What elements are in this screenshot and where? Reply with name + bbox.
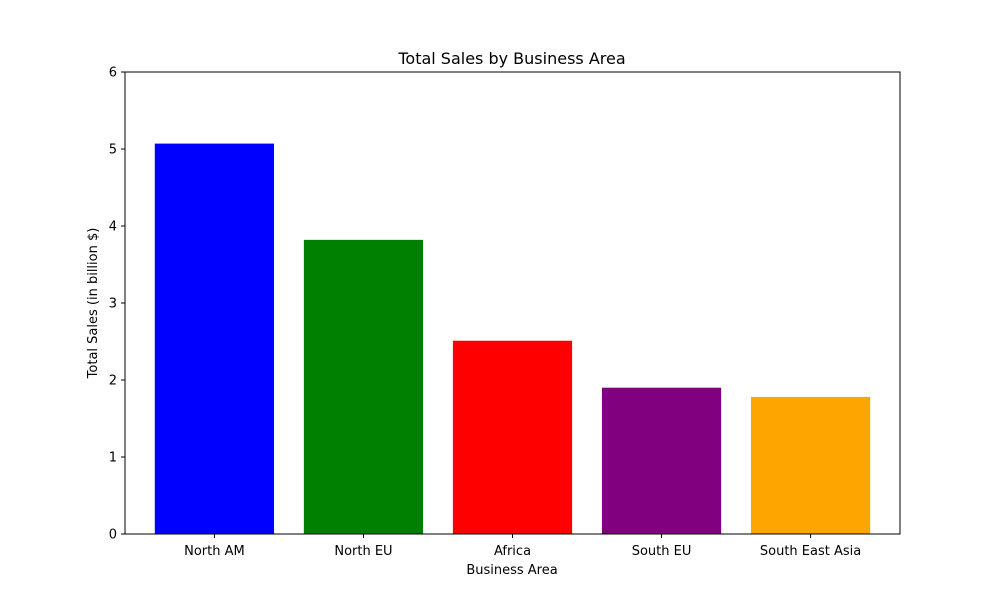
x-axis: North AM North EU Africa South EU South East… <box>184 534 861 559</box>
y-tick-label: 2 <box>109 374 117 389</box>
y-axis: 0 1 2 3 4 5 6 <box>109 66 125 543</box>
x-tick-label: North EU <box>334 544 392 559</box>
bar-north-am <box>154 143 275 535</box>
bar-north-eu <box>303 239 424 535</box>
y-tick-label: 4 <box>109 220 117 235</box>
bar-south-eu <box>601 387 722 534</box>
bars-group <box>154 143 871 535</box>
x-axis-label: Business Area <box>466 563 557 578</box>
y-tick-label: 6 <box>109 66 117 81</box>
x-tick-label: South EU <box>632 544 692 559</box>
y-tick-label: 5 <box>109 143 117 158</box>
x-tick-label: South East Asia <box>760 544 861 559</box>
y-tick-label: 3 <box>109 297 117 312</box>
y-tick-label: 1 <box>109 451 117 466</box>
y-axis-label: Total Sales (in billion $) <box>86 228 101 380</box>
x-tick-label: Africa <box>494 544 531 559</box>
x-tick-label: North AM <box>184 544 245 559</box>
bar-africa <box>452 340 573 534</box>
plot-frame <box>124 71 901 535</box>
bar-south-east-asia <box>750 396 871 534</box>
chart-title: Total Sales by Business Area <box>397 49 625 68</box>
y-tick-label: 0 <box>109 528 117 543</box>
